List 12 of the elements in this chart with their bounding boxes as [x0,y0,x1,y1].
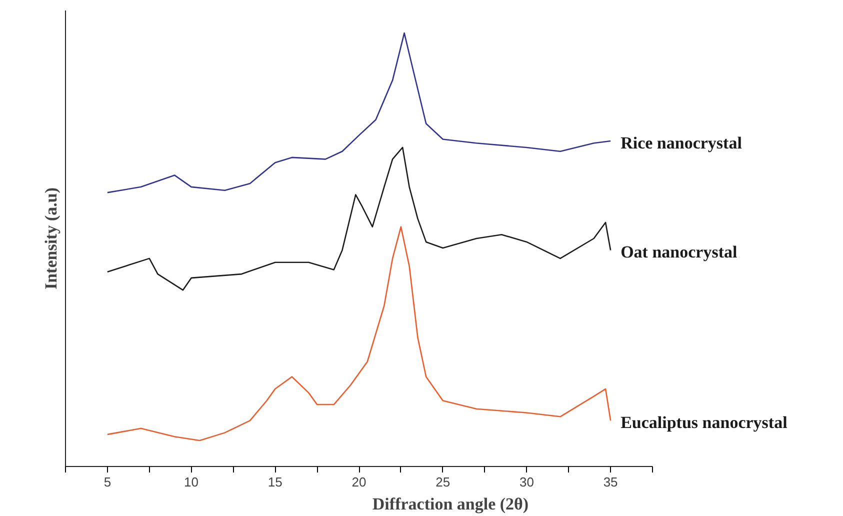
series-label: Rice nanocrystal [620,133,742,152]
y-axis-title: Intensity (a.u) [42,187,60,290]
series-label: Eucaliptus nanocrystal [620,413,788,432]
x-tick-label: 10 [184,474,199,490]
x-tick-label: 25 [436,474,450,490]
x-tick-label: 30 [519,474,534,490]
x-tick-label: 35 [603,474,618,490]
x-tick-label: 5 [104,474,112,490]
x-tick-label: 15 [268,474,282,490]
x-axis-title: Diffraction angle (2θ) [372,494,529,514]
series-label: Oat nanocrystal [620,242,738,262]
x-tick-label: 20 [352,474,366,490]
